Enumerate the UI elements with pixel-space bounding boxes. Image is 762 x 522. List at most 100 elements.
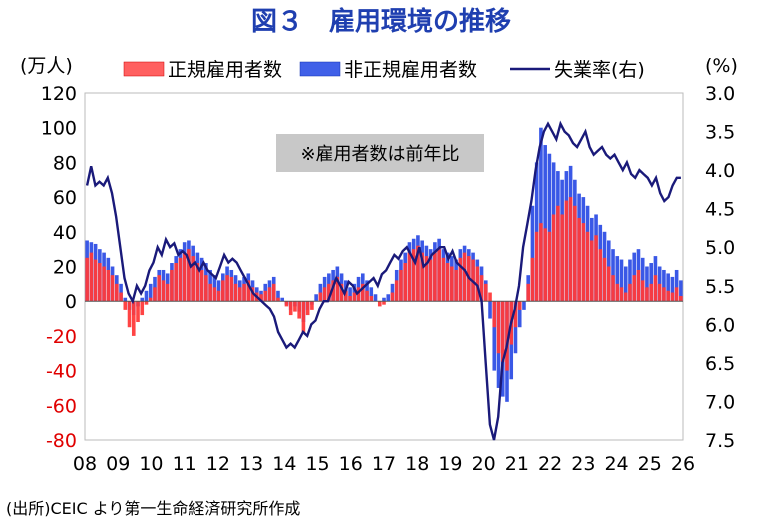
bar-regular [178, 257, 183, 302]
bar-regular [365, 290, 369, 302]
bar-regular [246, 280, 251, 302]
x-tick-label: 22 [538, 453, 562, 475]
bar-regular [437, 249, 441, 302]
bar-regular [454, 269, 458, 302]
bar-regular [360, 283, 365, 302]
bar-regular [293, 301, 297, 312]
left-tick-label: 40 [53, 222, 77, 244]
right-tick-label: 3.0 [705, 83, 735, 105]
bar-regular [445, 263, 450, 302]
bar-regular [327, 283, 331, 302]
bar-regular [284, 301, 289, 307]
note-text: ※雇用者数は前年比 [300, 144, 459, 165]
bar-nonregular [517, 301, 522, 328]
right-tick-label: 6.0 [705, 314, 735, 336]
bar-regular [505, 301, 509, 371]
bar-regular [225, 275, 229, 302]
bar-regular [483, 283, 488, 302]
bar-nonregular [144, 290, 149, 302]
left-tick-label: 0 [65, 291, 77, 313]
bar-regular [148, 297, 153, 302]
legend-swatch-nonregular [299, 61, 341, 77]
bar-nonregular [488, 301, 492, 319]
bar-nonregular [386, 294, 391, 302]
bar-nonregular [662, 269, 666, 302]
x-tick-label: 18 [405, 453, 429, 475]
bar-regular [475, 266, 480, 302]
bar-regular [267, 287, 272, 302]
bar-regular [288, 301, 293, 316]
bar-regular [174, 263, 178, 302]
bar-regular [615, 283, 620, 302]
bar-regular [85, 257, 89, 302]
bar-regular [517, 301, 522, 310]
x-tick-label: 13 [239, 453, 263, 475]
bar-regular [161, 280, 166, 302]
bar-regular [98, 263, 102, 302]
bar-nonregular [369, 287, 374, 302]
bar-regular [611, 275, 615, 302]
bar-regular [110, 275, 115, 302]
bar-regular [573, 205, 577, 302]
bar-regular [356, 287, 361, 302]
bar-regular [348, 295, 352, 302]
bar-regular [89, 252, 94, 302]
x-tick-label: 08 [73, 453, 97, 475]
x-tick-label: 26 [671, 453, 695, 475]
bar-nonregular [547, 153, 552, 302]
left-tick-label: 20 [53, 257, 77, 279]
x-tick-label: 15 [305, 453, 329, 475]
bar-regular [331, 280, 335, 302]
unemployment-line [85, 120, 681, 441]
bar-regular [187, 249, 191, 302]
bar-regular [568, 197, 573, 302]
bar-regular [428, 259, 433, 302]
bar-regular [420, 252, 424, 302]
x-tick-label: 14 [272, 453, 296, 475]
bar-regular [500, 301, 505, 362]
bar-nonregular [280, 297, 285, 302]
left-tick-label: -80 [46, 430, 77, 452]
x-tick-label: 10 [139, 453, 163, 475]
bar-regular [539, 223, 543, 302]
right-tick-label: 4.5 [705, 199, 735, 221]
bar-regular [204, 275, 208, 302]
bar-regular [662, 287, 666, 302]
bar-nonregular [539, 127, 543, 302]
bar-regular [479, 275, 484, 302]
left-tick-label: -60 [46, 395, 77, 417]
bar-regular [407, 252, 412, 302]
bar-regular [305, 301, 310, 316]
right-axis-unit: (%) [705, 55, 738, 77]
bar-regular [335, 276, 340, 302]
x-tick-label: 24 [604, 453, 628, 475]
bar-regular [242, 283, 246, 302]
bar-regular [93, 259, 98, 302]
bar-regular [416, 245, 420, 302]
right-tick-label: 4.0 [705, 160, 735, 182]
bar-regular [496, 301, 501, 354]
plot-area: 120 100 80 60 40 20 0 -20 -40 -60 -80 3.0 3.5 4.0 4.5 5… [41, 83, 735, 475]
bar-regular [276, 297, 280, 302]
bar-regular [131, 301, 136, 336]
bar-regular [488, 292, 492, 302]
bar-nonregular [382, 297, 386, 302]
bar-regular [344, 290, 348, 302]
bar-regular [390, 292, 395, 302]
bar-regular [551, 214, 556, 302]
bar-nonregular [314, 294, 318, 302]
bar-regular [301, 301, 306, 333]
left-tick-label: -20 [46, 326, 77, 348]
bar-regular [377, 301, 382, 307]
bar-nonregular [623, 266, 628, 302]
note-box: ※雇用者数は前年比 [276, 134, 484, 172]
bar-nonregular [649, 263, 653, 302]
bar-regular [352, 292, 357, 302]
bar-regular [530, 257, 535, 302]
legend-label-regular: 正規雇用者数 [168, 59, 282, 81]
plot-frame [84, 92, 684, 441]
x-tick-label: 20 [472, 453, 496, 475]
legend-swatch-regular [123, 61, 165, 77]
bar-regular [318, 292, 323, 302]
bar-regular [433, 252, 437, 302]
